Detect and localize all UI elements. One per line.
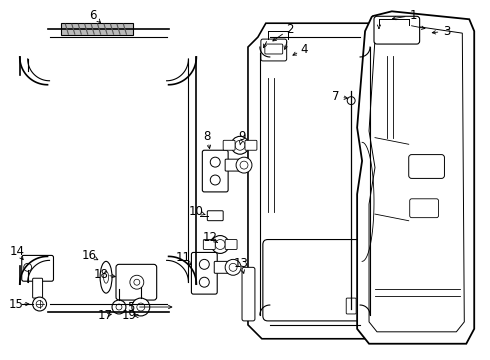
FancyBboxPatch shape [410,199,439,218]
Circle shape [134,279,140,285]
Circle shape [347,96,355,105]
FancyBboxPatch shape [203,239,215,249]
Text: 12: 12 [203,231,218,244]
Circle shape [236,157,252,173]
Circle shape [199,260,209,269]
Circle shape [130,275,144,289]
Text: 14: 14 [9,245,24,258]
FancyBboxPatch shape [33,278,43,298]
Circle shape [240,161,248,169]
Text: 10: 10 [189,205,204,218]
Text: 18: 18 [94,268,109,281]
FancyBboxPatch shape [192,252,217,294]
FancyBboxPatch shape [202,150,228,192]
Circle shape [229,264,237,271]
FancyBboxPatch shape [225,159,242,171]
Circle shape [36,301,43,307]
Bar [61,23,133,35]
FancyBboxPatch shape [346,298,356,314]
Circle shape [215,239,225,249]
Ellipse shape [100,261,112,293]
Text: 2: 2 [286,23,294,36]
Text: 3: 3 [443,24,450,38]
FancyBboxPatch shape [22,255,53,281]
Circle shape [132,298,150,316]
Circle shape [112,300,126,314]
FancyBboxPatch shape [116,264,157,300]
PathPatch shape [369,23,465,332]
Text: 7: 7 [332,90,339,103]
FancyBboxPatch shape [245,140,257,150]
FancyBboxPatch shape [225,239,237,249]
Text: 16: 16 [82,249,97,262]
FancyBboxPatch shape [409,154,444,179]
Text: 1: 1 [410,9,417,22]
Text: 13: 13 [234,257,248,270]
Circle shape [225,260,241,275]
FancyBboxPatch shape [242,267,255,321]
Circle shape [235,140,245,150]
FancyBboxPatch shape [223,140,235,150]
Circle shape [24,264,32,271]
Circle shape [137,303,145,311]
FancyBboxPatch shape [207,211,223,221]
Circle shape [116,304,122,310]
FancyBboxPatch shape [265,44,283,54]
Circle shape [33,297,47,311]
Text: 17: 17 [98,310,113,323]
Circle shape [199,277,209,287]
FancyBboxPatch shape [263,239,369,321]
Text: 9: 9 [238,130,246,143]
Circle shape [210,157,220,167]
Circle shape [210,175,220,185]
FancyBboxPatch shape [214,261,231,273]
Text: 5: 5 [127,301,135,314]
PathPatch shape [248,23,382,339]
Text: 8: 8 [204,130,211,143]
Text: 4: 4 [301,42,308,55]
Text: 15: 15 [8,297,23,311]
PathPatch shape [357,11,474,344]
FancyBboxPatch shape [261,39,287,61]
Circle shape [211,235,229,253]
Text: 19: 19 [122,310,136,323]
Circle shape [231,136,249,154]
Text: 6: 6 [90,9,97,22]
Text: 11: 11 [176,251,191,264]
Ellipse shape [103,271,109,283]
FancyBboxPatch shape [374,16,419,44]
